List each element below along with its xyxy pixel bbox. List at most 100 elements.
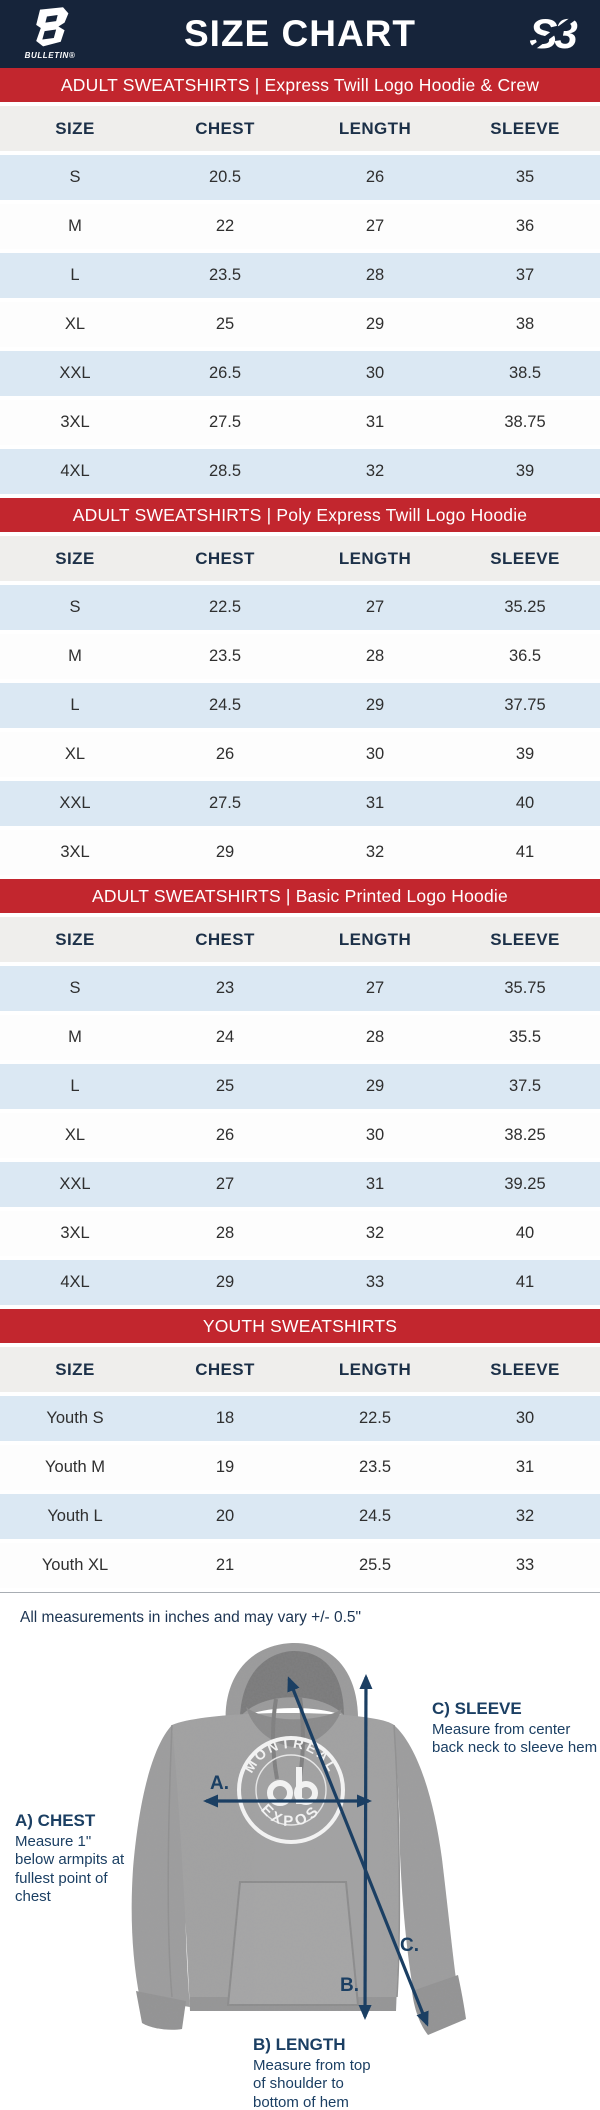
size-section: YOUTH SWEATSHIRTS SIZE CHEST LENGTH SLEEVE Yo…: [0, 1309, 600, 1588]
table-cell: 22: [215, 217, 235, 235]
table-cell: 28: [365, 266, 385, 284]
column-header: SIZE: [55, 548, 95, 568]
table-row: S 20.5 26 35: [0, 155, 600, 200]
table-cell: Youth L: [47, 1507, 103, 1525]
table-cell: 27: [365, 979, 385, 997]
note-section: All measurements in inches and may vary …: [0, 1592, 600, 1639]
section-banner: ADULT SWEATSHIRTS | Poly Express Twill L…: [0, 498, 600, 532]
table-row: Youth S 18 22.5 30: [0, 1396, 600, 1441]
table-cell: 27: [215, 1175, 235, 1193]
size-tables: ADULT SWEATSHIRTS | Express Twill Logo H…: [0, 68, 600, 1588]
table-cell: 26: [215, 745, 235, 763]
column-header: SLEEVE: [490, 118, 560, 138]
table-cell: 23.5: [358, 1458, 392, 1476]
length-arrow: [358, 1674, 373, 2020]
table-cell: 23.5: [208, 647, 242, 665]
table-cell: 41: [515, 843, 535, 861]
table-header-row: SIZE CHEST LENGTH SLEEVE: [0, 917, 600, 962]
table-cell: 25: [215, 1077, 235, 1095]
table-cell: L: [70, 696, 80, 714]
table-cell: S: [69, 979, 81, 997]
table-cell: 3XL: [60, 413, 90, 431]
table-cell: 29: [215, 1273, 235, 1291]
sleeve-annotation-title: C) SLEEVE: [432, 1699, 522, 1718]
table-cell: Youth XL: [41, 1556, 109, 1574]
table-cell: 29: [365, 315, 385, 333]
column-header: SLEEVE: [490, 1359, 560, 1379]
table-cell: 29: [215, 843, 235, 861]
size-section: ADULT SWEATSHIRTS | Poly Express Twill L…: [0, 498, 600, 875]
column-header: SIZE: [55, 1359, 95, 1379]
table-cell: 35.5: [508, 1028, 542, 1046]
table-cell: 28: [365, 1028, 385, 1046]
table-cell: 36.5: [508, 647, 542, 665]
table-cell: 31: [365, 1175, 385, 1193]
table-row: 3XL 29 32 41: [0, 830, 600, 875]
table-cell: 35.75: [504, 979, 546, 997]
table-cell: S: [69, 598, 81, 616]
table-cell: 39: [515, 462, 535, 480]
table-cell: XL: [64, 745, 86, 763]
marker-a-label: A.: [210, 1773, 229, 1794]
table-cell: 20.5: [208, 168, 242, 186]
table-row: XXL 27.5 31 40: [0, 781, 600, 826]
table-cell: 23: [215, 979, 235, 997]
table-cell: 23.5: [208, 266, 242, 284]
table-cell: 39: [515, 745, 535, 763]
table-cell: 27.5: [208, 413, 242, 431]
table-header-row: SIZE CHEST LENGTH SLEEVE: [0, 1347, 600, 1392]
table-cell: 35: [515, 168, 535, 186]
table-row: L 25 29 37.5: [0, 1064, 600, 1109]
chest-annotation-desc: Measure 1" below armpits at fullest poin…: [15, 1833, 125, 1905]
table-cell: 25.5: [358, 1556, 392, 1574]
table-cell: 22.5: [208, 598, 242, 616]
table-cell: 4XL: [60, 462, 90, 480]
length-annotation-title: B) LENGTH: [253, 2035, 346, 2054]
table-cell: S: [69, 168, 81, 186]
table-cell: 32: [515, 1507, 535, 1525]
size-section: ADULT SWEATSHIRTS | Basic Printed Logo H…: [0, 879, 600, 1305]
size-section: ADULT SWEATSHIRTS | Express Twill Logo H…: [0, 68, 600, 494]
bulletin-b-icon: [36, 7, 69, 47]
column-header: SLEEVE: [490, 548, 560, 568]
table-cell: L: [70, 266, 80, 284]
table-cell: 27.5: [208, 794, 242, 812]
table-cell: 28: [215, 1224, 235, 1242]
table-row: Youth XL 21 25.5 33: [0, 1543, 600, 1588]
column-header: CHEST: [195, 929, 255, 949]
section-banner: ADULT SWEATSHIRTS | Express Twill Logo H…: [0, 68, 600, 102]
column-header: LENGTH: [338, 929, 412, 949]
table-cell: 38: [515, 315, 535, 333]
column-header: CHEST: [195, 118, 255, 138]
table-cell: 3XL: [60, 1224, 90, 1242]
table-cell: 38.25: [504, 1126, 546, 1144]
measurement-note: All measurements in inches and may vary …: [20, 1609, 362, 1626]
size-table: SIZE CHEST LENGTH SLEEVE S 23 27 35.75 M 24 28 35.5…: [0, 913, 600, 1305]
table-cell: M: [68, 1028, 82, 1046]
table-row: XL 26 30 38.25: [0, 1113, 600, 1158]
table-cell: 41: [515, 1273, 535, 1291]
table-row: XL 26 30 39: [0, 732, 600, 777]
table-cell: 31: [515, 1458, 535, 1476]
table-cell: 25: [215, 315, 235, 333]
table-header-row: SIZE CHEST LENGTH SLEEVE: [0, 106, 600, 151]
sleeve-annotation: C) SLEEVE Measure from center back neck …: [432, 1699, 600, 1758]
table-row: XXL 26.5 30 38.5: [0, 351, 600, 396]
table-cell: 32: [365, 1224, 385, 1242]
table-row: S 22.5 27 35.25: [0, 585, 600, 630]
table-row: 4XL 29 33 41: [0, 1260, 600, 1305]
table-row: 3XL 27.5 31 38.75: [0, 400, 600, 445]
table-cell: 33: [515, 1556, 535, 1574]
table-cell: 24: [215, 1028, 235, 1046]
table-cell: XXL: [59, 794, 91, 812]
table-cell: 40: [515, 1224, 535, 1242]
s3-logo-icon: S3: [524, 10, 580, 57]
table-cell: M: [68, 217, 82, 235]
table-cell: XL: [64, 1126, 86, 1144]
table-cell: M: [68, 647, 82, 665]
size-table: SIZE CHEST LENGTH SLEEVE Youth S 18 22.5 30 Yout…: [0, 1343, 600, 1588]
section-banner: YOUTH SWEATSHIRTS: [0, 1309, 600, 1343]
s3-logo: S3: [518, 9, 586, 64]
table-cell: 26.5: [208, 364, 242, 382]
table-cell: 36: [515, 217, 535, 235]
